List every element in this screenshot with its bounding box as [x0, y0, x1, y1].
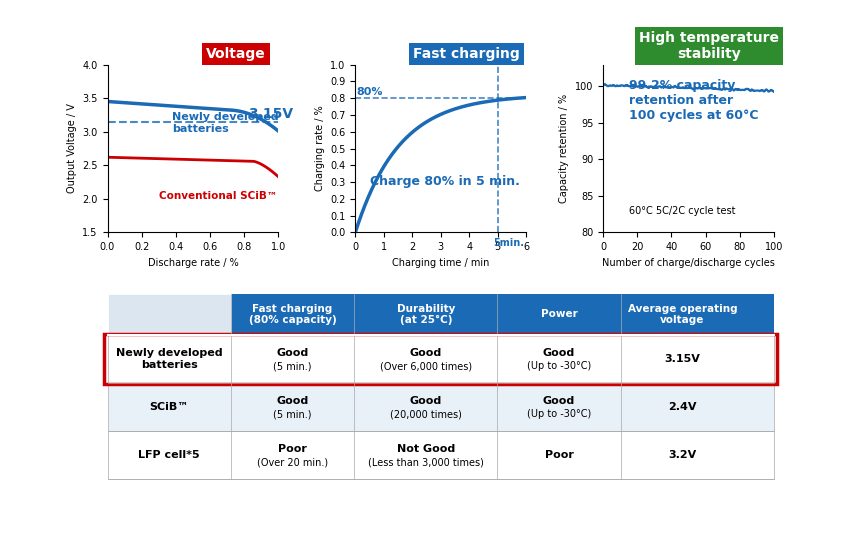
Text: 80%: 80%: [356, 87, 383, 97]
Text: (Over 6,000 times): (Over 6,000 times): [380, 361, 472, 371]
Text: Poor: Poor: [278, 444, 307, 454]
Text: Good: Good: [276, 348, 309, 358]
Text: (Up to -30°C): (Up to -30°C): [527, 361, 591, 371]
Text: (Up to -30°C): (Up to -30°C): [527, 409, 591, 419]
Text: Fast charging: Fast charging: [413, 47, 519, 61]
Text: Good: Good: [409, 397, 442, 406]
Text: Power: Power: [541, 309, 577, 320]
Text: (5 min.): (5 min.): [273, 409, 311, 419]
Text: 3.15V: 3.15V: [665, 354, 700, 364]
Text: Fast charging
(80% capacity): Fast charging (80% capacity): [249, 303, 336, 325]
Text: Good: Good: [543, 348, 575, 358]
Text: Newly developed
batteries: Newly developed batteries: [116, 348, 223, 370]
Text: Durability
(at 25°C): Durability (at 25°C): [396, 303, 455, 325]
Text: Poor: Poor: [544, 450, 574, 460]
Text: 60°C 5C/2C cycle test: 60°C 5C/2C cycle test: [629, 206, 735, 216]
Y-axis label: Capacity retention / %: Capacity retention / %: [560, 94, 569, 203]
Text: 3.2V: 3.2V: [668, 450, 697, 460]
Text: High temperature
stability: High temperature stability: [639, 31, 779, 61]
Text: (Less than 3,000 times): (Less than 3,000 times): [368, 457, 483, 467]
Text: 99.2% capacity
retention after
100 cycles at 60°C: 99.2% capacity retention after 100 cycle…: [629, 79, 759, 122]
FancyBboxPatch shape: [230, 294, 774, 335]
Text: (Over 20 min.): (Over 20 min.): [257, 457, 328, 467]
Text: Good: Good: [409, 348, 442, 358]
FancyBboxPatch shape: [108, 335, 774, 383]
Text: Average operating
voltage: Average operating voltage: [628, 303, 737, 325]
FancyBboxPatch shape: [108, 294, 230, 335]
Text: 2.4V: 2.4V: [668, 402, 697, 412]
Text: Charge 80% in 5 min.: Charge 80% in 5 min.: [370, 175, 519, 188]
Text: Good: Good: [276, 397, 309, 406]
Text: 5min.: 5min.: [494, 238, 525, 248]
Text: LFP cell*5: LFP cell*5: [138, 450, 200, 460]
Text: Voltage: Voltage: [206, 47, 266, 61]
Text: 3.15V: 3.15V: [248, 107, 292, 121]
Y-axis label: Charging rate / %: Charging rate / %: [315, 105, 324, 192]
Text: SCiB™: SCiB™: [150, 402, 189, 412]
Text: (20,000 times): (20,000 times): [390, 409, 462, 419]
FancyBboxPatch shape: [108, 383, 774, 431]
FancyBboxPatch shape: [108, 431, 774, 479]
Text: Not Good: Not Good: [396, 444, 455, 454]
X-axis label: Number of charge/discharge cycles: Number of charge/discharge cycles: [602, 258, 775, 268]
Text: Newly developed
batteries: Newly developed batteries: [173, 112, 279, 134]
Text: (5 min.): (5 min.): [273, 361, 311, 371]
Text: Good: Good: [543, 397, 575, 406]
X-axis label: Charging time / min: Charging time / min: [392, 258, 489, 268]
Y-axis label: Output Voltage / V: Output Voltage / V: [67, 104, 77, 194]
Text: Conventional SCiB™: Conventional SCiB™: [159, 191, 277, 201]
X-axis label: Discharge rate / %: Discharge rate / %: [148, 258, 238, 268]
